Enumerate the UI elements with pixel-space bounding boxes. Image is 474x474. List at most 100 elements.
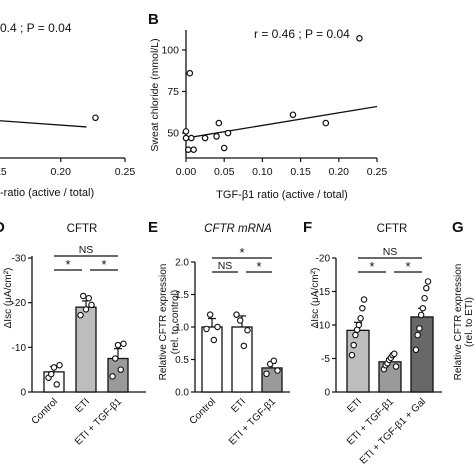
panel-d-y-tick-label: -30 [12, 254, 27, 265]
panel-b-fit-line [185, 105, 378, 139]
panel-b-y-label: Sweat chloride (mmol/L) [149, 38, 161, 151]
panel-a-data-point [92, 114, 99, 122]
panel-b-y-tick-label: 100 [161, 44, 179, 56]
panel-f-data-point [421, 294, 428, 302]
panel-e-y-tick-label: 2.0 [175, 258, 189, 269]
panel-e-category-label: ETI [229, 396, 248, 415]
panel-f-significance-label: NS [383, 246, 398, 258]
panel-d-significance-layer: NS * * [54, 244, 118, 272]
panel-e-data-point [210, 336, 218, 344]
panel-f-data-point [391, 350, 398, 358]
panel-e-y-label: Relative CFTR expression [158, 264, 169, 381]
panel-e-data-point [274, 367, 281, 374]
panel-e-data-point [214, 323, 221, 331]
panel-b-data-point [289, 111, 297, 119]
panel-e-category-label: Control [188, 396, 219, 427]
panel-e-title: CFTR mRNA [204, 223, 272, 235]
panel-f-data-point [359, 304, 366, 312]
panel-f-data-point [360, 296, 368, 303]
panel-d-title: CFTR [67, 223, 98, 235]
panel-b-stat-text: r = 0.46 ; P = 0.04 [254, 27, 350, 41]
panel-a-x-tick-label: 0.15 [0, 166, 7, 178]
panel-a-fit-line [0, 120, 87, 128]
panel-e-significance-label: * [239, 245, 244, 260]
panel-f-y-tick-label: -15 [316, 287, 331, 298]
panel-g-y-label: Relative CFTR expression [453, 264, 464, 381]
panel-g-letter: G [452, 219, 464, 236]
panel-d-data-point [112, 355, 119, 362]
panel-b-points-layer [182, 35, 363, 153]
panel-d-bars-layer [43, 292, 129, 393]
panel-b-letter: B [148, 11, 159, 28]
panel-d-data-point [88, 301, 95, 309]
panel-d-significance-label: * [101, 257, 106, 272]
panel-e-data-point [244, 326, 251, 334]
panel-b-data-point [220, 144, 228, 152]
panel-d-y-tick-label: 0 [20, 388, 26, 399]
panel-b-x-tick-label: 0.15 [290, 166, 311, 178]
panel-d-y-label: ΔIsc (μA/cm²) [3, 268, 14, 329]
panel-d-significance-label: * [65, 257, 70, 272]
panel-f-y-tick-label: -5 [321, 354, 330, 365]
panel-a-x-ticks: 0.15 0.20 0.25 [0, 158, 135, 178]
panel-f-data-point [348, 351, 356, 359]
panel-f-data-point [419, 304, 427, 312]
panel-a-x-label: -ratio (active / total) [0, 187, 94, 199]
panel-f-data-point [424, 278, 432, 285]
panel-f-data-point [352, 331, 359, 339]
panel-a-x-tick-label: 0.20 [51, 166, 72, 178]
panel-b-x-tick-label: 0.05 [214, 166, 235, 178]
panel-b: B r = 0.46 ; P = 0.04 0.00 0.05 0.10 0.15 0.… [148, 11, 387, 201]
panel-e-data-point [203, 325, 210, 333]
panel-a-points-layer [92, 114, 99, 122]
panel-b-y-tick-label: 50 [167, 128, 179, 140]
panel-g-y-label-2: (rel. to ETI) [464, 297, 474, 347]
panel-b-data-point [215, 119, 223, 127]
panel-e-bar [231, 326, 253, 393]
panel-e-data-point [233, 311, 240, 318]
panel-b-data-point [190, 146, 197, 153]
panel-f-bars-layer [346, 278, 434, 393]
panel-d-data-point [50, 364, 58, 371]
panel-d: D CFTR ΔIsc (μA/cm²) -30 -20 -10 0 NS * * Con… [0, 219, 146, 448]
panel-f: F CFTR ΔIsc (μA/cm²) -20 -15 -10 -5 0 NS * * E… [303, 219, 442, 467]
panel-f-letter: F [303, 219, 312, 236]
panel-d-data-point [77, 311, 84, 319]
panel-d-letter: D [0, 219, 5, 236]
panel-f-data-point [423, 284, 430, 292]
panel-b-data-point [224, 129, 232, 137]
panel-a: 0.4 ; P = 0.04 0.15 0.20 0.25 -ratio (acti… [0, 21, 135, 199]
panel-a-x-tick-label: 0.25 [115, 166, 136, 178]
panel-d-category-label: Control [30, 396, 61, 427]
panel-b-data-point [182, 128, 190, 135]
panel-d-data-point [53, 381, 60, 388]
panel-b-y-tick-label: 75 [167, 86, 179, 98]
panel-b-data-point [213, 133, 220, 140]
panel-d-data-point [109, 373, 116, 380]
panel-f-y-tick-label: -10 [316, 321, 331, 332]
panel-d-data-point [80, 292, 87, 300]
panel-d-y-tick-label: -20 [12, 298, 27, 309]
panel-b-x-tick-label: 0.10 [252, 166, 273, 178]
panel-b-x-tick-label: 0.25 [367, 166, 388, 178]
panel-e-data-point [206, 311, 214, 318]
panel-b-data-point [182, 134, 190, 142]
panel-b-data-point [188, 134, 195, 142]
panel-e-data-point [236, 317, 244, 324]
panel-a-stat-text: 0.4 ; P = 0.04 [0, 21, 72, 35]
panel-f-y-ticks: -20 -15 -10 -5 0 [316, 254, 336, 399]
panel-e-y-tick-label: 0.5 [175, 355, 189, 366]
panel-f-significance-label: * [369, 259, 374, 274]
panel-e-significance-label: * [256, 259, 261, 274]
panel-e-data-point [263, 370, 270, 378]
panel-b-fit-layer [185, 105, 378, 139]
panel-e-y-ticks: 0.0 0.5 1.0 1.5 2.0 [175, 258, 195, 399]
panel-e: E CFTR mRNA Relative CFTR expression (re… [148, 219, 290, 448]
panel-f-data-point [414, 331, 421, 339]
panel-e-bars-layer [201, 311, 283, 393]
panel-f-title: CFTR [377, 223, 408, 235]
panel-f-y-label: ΔIsc (μA/cm²) [310, 268, 321, 329]
panel-b-x-tick-label: 0.20 [329, 166, 350, 178]
